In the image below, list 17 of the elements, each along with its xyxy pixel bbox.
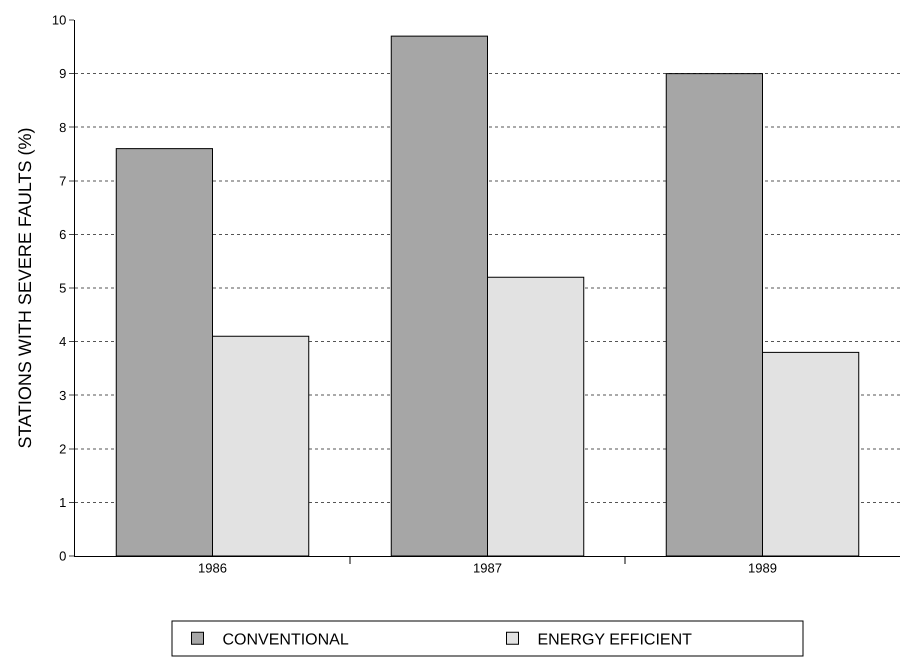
- y-tick-label: 6: [59, 226, 66, 242]
- y-tick-label: 3: [59, 388, 66, 403]
- y-tick-label: 9: [59, 66, 66, 82]
- x-tick-label: 1987: [473, 560, 502, 576]
- y-axis-title: STATIONS WITH SEVERE FAULTS (%): [15, 127, 36, 449]
- x-tick-label: 1986: [198, 560, 227, 576]
- legend-label: ENERGY EFFICIENT: [538, 631, 692, 648]
- x-tick-label: 1989: [748, 560, 777, 576]
- y-tick-label: 5: [59, 280, 66, 296]
- y-tick-label: 2: [59, 441, 66, 456]
- y-tick-label: 0: [59, 548, 66, 564]
- y-tick-label: 7: [59, 173, 66, 188]
- y-tick-label: 4: [59, 334, 66, 350]
- y-tick-label: 10: [52, 12, 66, 28]
- y-tick-label: 8: [59, 120, 66, 135]
- y-tick-label: 1: [59, 494, 66, 510]
- legend-label: CONVENTIONAL: [222, 631, 349, 648]
